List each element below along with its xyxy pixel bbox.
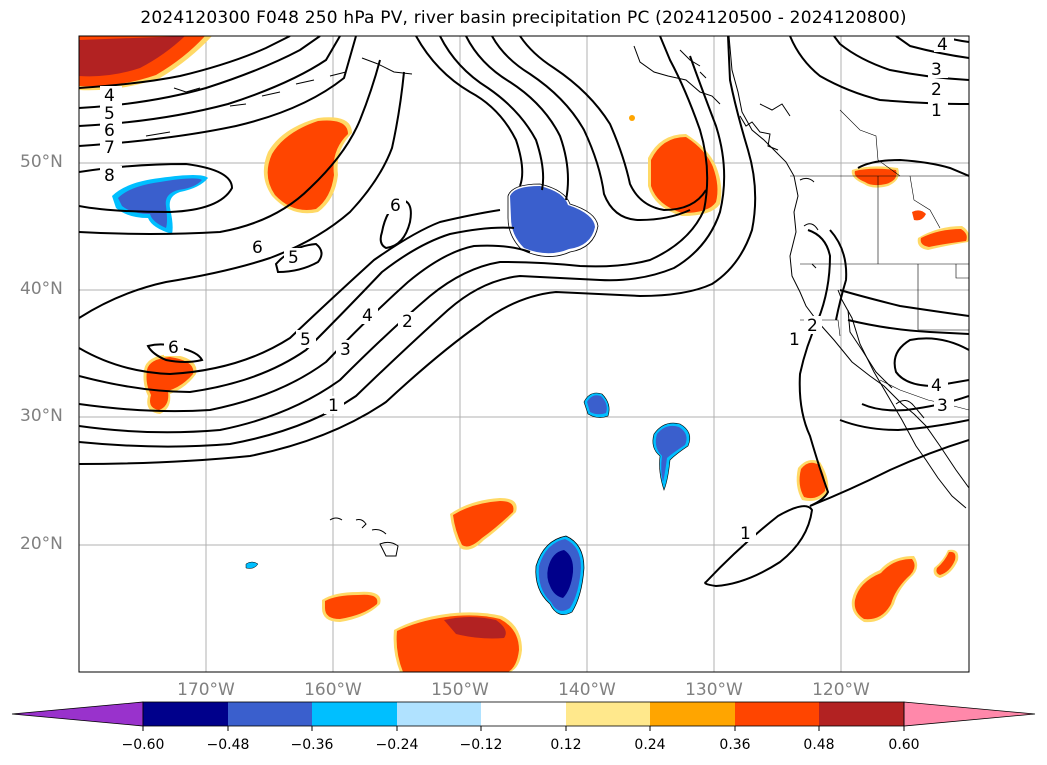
colorbar-segment bbox=[566, 702, 650, 726]
contour-label: 1 bbox=[740, 524, 751, 544]
colorbar-extend-min bbox=[11, 701, 144, 727]
lat-label-20n: 20°N bbox=[20, 534, 63, 554]
lon-label-120w: 120°W bbox=[812, 680, 870, 700]
lon-label-140w: 140°W bbox=[558, 680, 616, 700]
map-frame bbox=[78, 35, 970, 673]
colorbar-segment bbox=[143, 702, 228, 726]
contour-label: 6 bbox=[168, 338, 179, 358]
contour-label: 5 bbox=[104, 104, 115, 124]
colorbar-segment bbox=[735, 702, 819, 726]
contour-label: 1 bbox=[789, 330, 800, 350]
colorbar-tick-label: −0.24 bbox=[375, 737, 419, 753]
contour-label: 8 bbox=[104, 166, 115, 186]
contour-label: 6 bbox=[390, 196, 401, 216]
lat-label-50n: 50°N bbox=[20, 152, 63, 172]
contour-label: 1 bbox=[328, 396, 339, 416]
contour-label: 2 bbox=[931, 80, 942, 100]
colorbar-segment bbox=[650, 702, 735, 726]
colorbar-segment bbox=[481, 702, 566, 726]
colorbar-tick-label: 0.36 bbox=[719, 737, 751, 753]
map-area: 4 5 6 7 8 6 6 5 6 5 4 3 2 1 1 1 2 4 3 4 … bbox=[79, 35, 969, 672]
contour-label: 7 bbox=[104, 138, 115, 158]
contour-label: 5 bbox=[288, 248, 299, 268]
contour-label: 4 bbox=[104, 86, 115, 106]
lat-label-40n: 40°N bbox=[20, 279, 63, 299]
lon-label-170w: 170°W bbox=[177, 680, 235, 700]
colorbar-tick-label: 0.60 bbox=[888, 737, 920, 753]
contour-label: 4 bbox=[937, 35, 948, 55]
lon-label-160w: 160°W bbox=[304, 680, 362, 700]
lat-label-30n: 30°N bbox=[20, 406, 63, 426]
contour-labels: 4 5 6 7 8 6 6 5 6 5 4 3 2 1 1 1 2 4 3 4 … bbox=[100, 35, 954, 544]
contour-label: 2 bbox=[402, 312, 413, 332]
colorbar-tick-label: 0.12 bbox=[550, 737, 582, 753]
contour-label: 3 bbox=[931, 60, 942, 80]
contour-label: 4 bbox=[362, 306, 373, 326]
contour-label: 5 bbox=[300, 330, 311, 350]
contour-label: 2 bbox=[807, 316, 818, 336]
colorbar-segment bbox=[397, 702, 481, 726]
contour-label: 3 bbox=[340, 340, 351, 360]
lon-label-150w: 150°W bbox=[431, 680, 489, 700]
colorbar-tick-label: −0.48 bbox=[206, 737, 250, 753]
contour-label: 3 bbox=[937, 396, 948, 416]
coastlines bbox=[145, 36, 969, 557]
colorbar-segment bbox=[819, 702, 904, 726]
colorbar-segment bbox=[228, 702, 312, 726]
contour-label: 4 bbox=[931, 376, 942, 396]
colorbar-extend-max bbox=[903, 701, 1036, 727]
contour-label: 6 bbox=[252, 238, 263, 258]
colorbar-tick-label: 0.24 bbox=[634, 737, 666, 753]
colorbar-segment bbox=[312, 702, 397, 726]
colorbar-tick-label: −0.60 bbox=[121, 737, 165, 753]
graticule bbox=[79, 36, 969, 672]
colorbar-tick-label: 0.48 bbox=[803, 737, 835, 753]
colorbar bbox=[11, 701, 1036, 731]
colorbar-tick-label: −0.12 bbox=[459, 737, 503, 753]
figure-title: 2024120300 F048 250 hPa PV, river basin … bbox=[140, 8, 907, 28]
colorbar-tick-label: −0.36 bbox=[290, 737, 334, 753]
contour-label: 6 bbox=[104, 121, 115, 141]
contour-label: 1 bbox=[931, 101, 942, 121]
lon-label-130w: 130°W bbox=[685, 680, 743, 700]
